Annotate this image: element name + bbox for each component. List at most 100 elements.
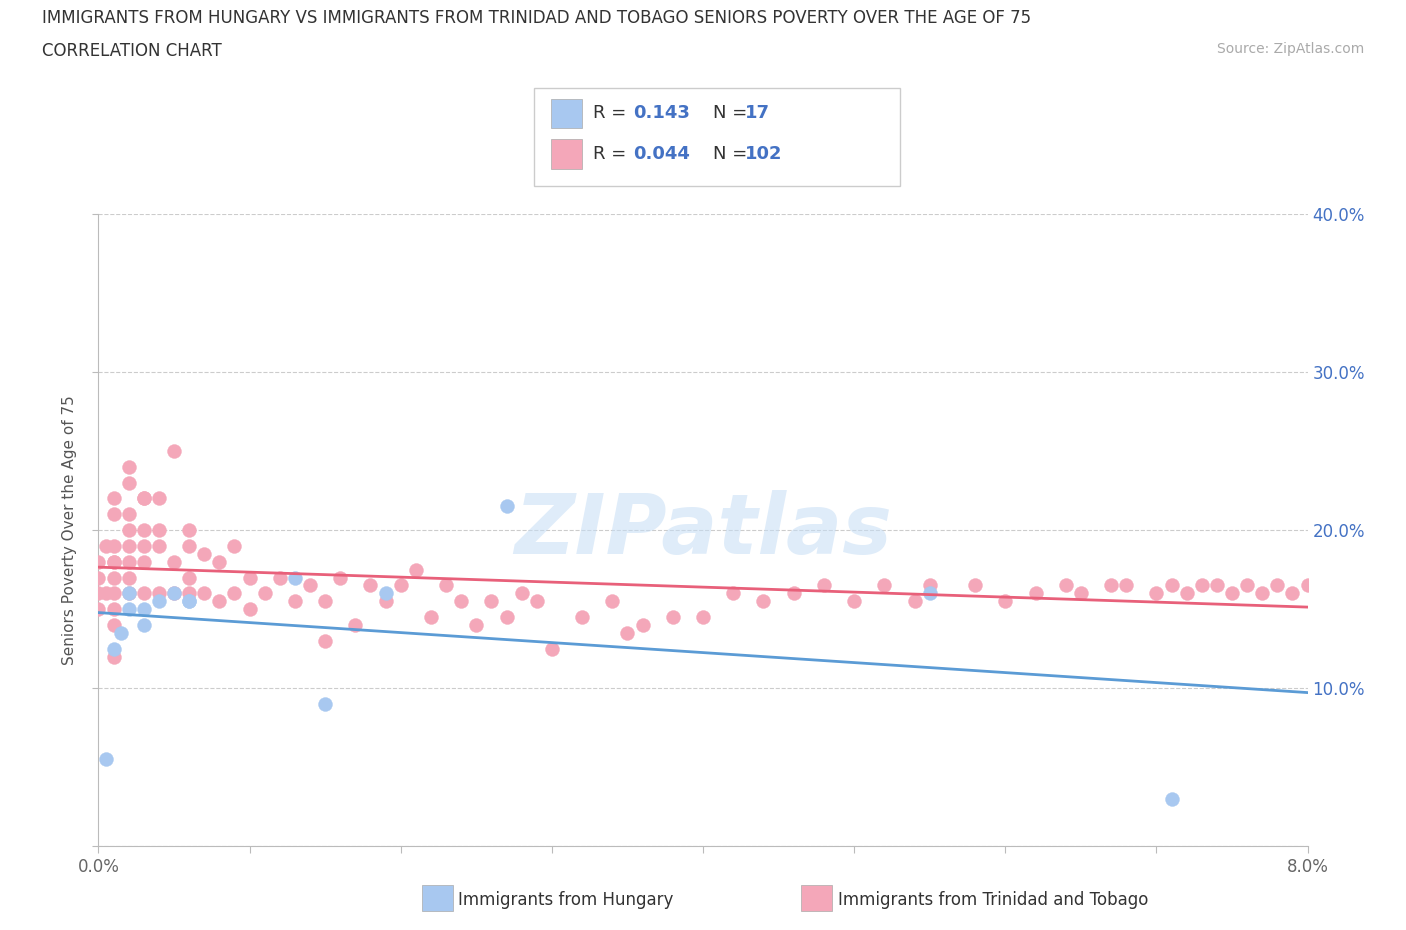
Point	[752, 594, 775, 609]
Point	[118, 475, 141, 490]
Point	[495, 499, 517, 514]
Text: Immigrants from Trinidad and Tobago: Immigrants from Trinidad and Tobago	[838, 891, 1149, 910]
Point	[132, 523, 155, 538]
Point	[179, 594, 201, 609]
Point	[374, 594, 396, 609]
Point	[94, 751, 117, 766]
Point	[994, 594, 1017, 609]
Point	[87, 570, 110, 585]
Point	[481, 594, 503, 609]
Point	[495, 610, 517, 625]
Point	[360, 578, 382, 593]
Point	[103, 586, 125, 601]
Point	[103, 554, 125, 569]
Point	[179, 586, 201, 601]
Text: R =: R =	[593, 104, 633, 123]
Point	[132, 554, 155, 569]
Point	[148, 586, 170, 601]
Point	[344, 618, 367, 632]
Point	[103, 554, 125, 569]
Point	[103, 570, 125, 585]
Point	[465, 618, 488, 632]
Point	[239, 570, 262, 585]
Point	[208, 594, 231, 609]
Point	[118, 538, 141, 553]
Point	[179, 538, 201, 553]
Point	[118, 570, 141, 585]
Point	[965, 578, 987, 593]
Point	[1191, 578, 1213, 593]
Point	[239, 602, 262, 617]
Point	[1025, 586, 1047, 601]
Point	[224, 538, 246, 553]
Point	[148, 594, 170, 609]
Point	[87, 586, 110, 601]
Point	[118, 507, 141, 522]
Point	[103, 507, 125, 522]
Text: 102: 102	[745, 145, 783, 164]
Point	[616, 626, 638, 641]
Point	[103, 642, 125, 657]
Point	[662, 610, 685, 625]
Point	[420, 610, 443, 625]
Point	[148, 538, 170, 553]
Point	[631, 618, 654, 632]
Point	[450, 594, 472, 609]
Point	[1160, 578, 1182, 593]
Point	[723, 586, 745, 601]
Point	[1236, 578, 1258, 593]
Point	[1146, 586, 1168, 601]
Point	[1251, 586, 1274, 601]
Point	[314, 697, 336, 711]
Point	[87, 554, 110, 569]
Point	[103, 602, 125, 617]
Point	[284, 594, 307, 609]
Point	[783, 586, 806, 601]
Point	[299, 578, 322, 593]
Point	[1220, 586, 1243, 601]
Point	[87, 602, 110, 617]
Point	[103, 538, 125, 553]
Point	[193, 547, 215, 562]
Text: Source: ZipAtlas.com: Source: ZipAtlas.com	[1216, 42, 1364, 56]
Text: N =: N =	[713, 145, 752, 164]
Point	[163, 444, 186, 458]
Point	[1115, 578, 1137, 593]
Point	[103, 649, 125, 664]
Point	[1281, 586, 1303, 601]
Point	[132, 491, 155, 506]
Text: R =: R =	[593, 145, 633, 164]
Point	[132, 618, 155, 632]
Point	[918, 586, 941, 601]
Point	[94, 538, 117, 553]
Point	[1054, 578, 1077, 593]
Point	[132, 602, 155, 617]
Point	[103, 618, 125, 632]
Point	[374, 586, 396, 601]
Point	[269, 570, 291, 585]
Point	[434, 578, 457, 593]
Point	[163, 586, 186, 601]
Point	[405, 562, 427, 577]
Point	[329, 570, 352, 585]
Point	[541, 642, 564, 657]
Point	[314, 633, 336, 648]
Text: CORRELATION CHART: CORRELATION CHART	[42, 42, 222, 60]
Point	[602, 594, 624, 609]
Point	[1206, 578, 1229, 593]
Point	[132, 491, 155, 506]
Point	[103, 491, 125, 506]
Point	[1267, 578, 1289, 593]
Point	[571, 610, 593, 625]
Text: 0.044: 0.044	[633, 145, 689, 164]
Point	[510, 586, 533, 601]
Point	[1070, 586, 1092, 601]
Point	[873, 578, 896, 593]
Point	[132, 586, 155, 601]
Point	[1160, 791, 1182, 806]
Point	[208, 554, 231, 569]
Point	[94, 586, 117, 601]
Text: 0.143: 0.143	[633, 104, 689, 123]
Text: 17: 17	[745, 104, 770, 123]
Point	[118, 586, 141, 601]
